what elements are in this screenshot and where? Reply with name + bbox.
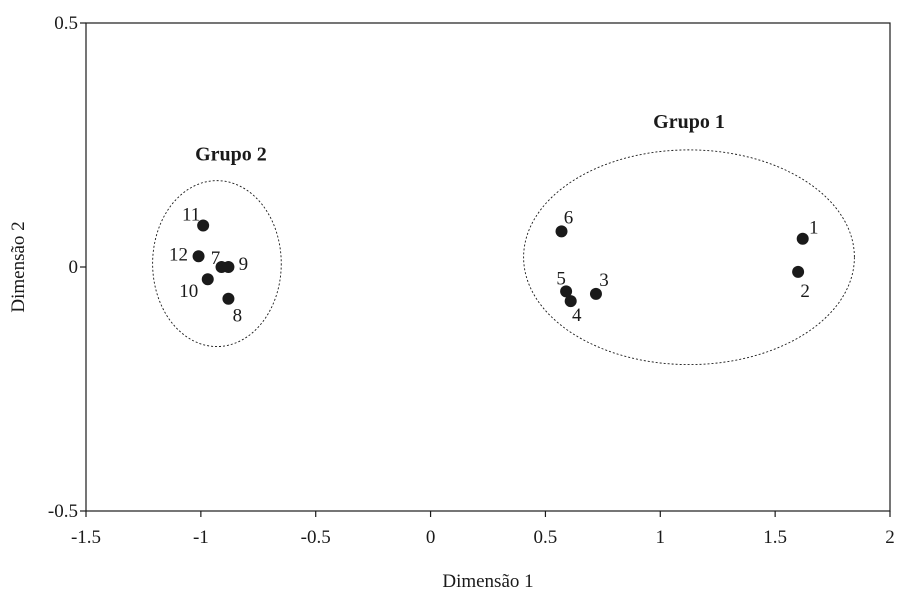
point-label: 5 xyxy=(556,268,566,289)
point-label: 4 xyxy=(572,305,582,326)
plot-frame xyxy=(86,23,890,511)
y-tick-label: 0.5 xyxy=(54,13,78,34)
data-point-8 xyxy=(222,293,234,305)
data-point-9 xyxy=(222,261,234,273)
x-axis-title: Dimensão 1 xyxy=(442,571,533,592)
group-label: Grupo 2 xyxy=(195,144,267,166)
point-label: 11 xyxy=(182,205,200,226)
ticks-layer: -1.5 -1 -0.5 0 0.5 1 1.5 2 0.5 0 -0.5 xyxy=(48,13,895,548)
point-label: 10 xyxy=(179,281,198,302)
group-label: Grupo 1 xyxy=(653,111,725,133)
x-tick-label: 0.5 xyxy=(534,527,558,548)
point-label: 3 xyxy=(599,270,609,291)
y-tick-label: 0 xyxy=(69,257,79,278)
y-tick-label: -0.5 xyxy=(48,501,78,522)
x-tick-label: 2 xyxy=(885,527,895,548)
group-ellipse xyxy=(524,150,855,365)
data-point-1 xyxy=(797,233,809,245)
x-tick-label: -1.5 xyxy=(71,527,101,548)
x-tick-label: -1 xyxy=(193,527,209,548)
point-label: 7 xyxy=(211,248,221,269)
point-label: 8 xyxy=(233,306,243,327)
data-point-10 xyxy=(202,273,214,285)
x-tick-label: 1 xyxy=(656,527,666,548)
data-point-2 xyxy=(792,266,804,278)
point-label: 12 xyxy=(169,244,188,265)
point-label: 9 xyxy=(239,254,249,275)
x-tick-label: 0 xyxy=(426,527,436,548)
x-tick-label: -0.5 xyxy=(301,527,331,548)
y-axis-title: Dimensão 2 xyxy=(8,221,29,312)
point-label: 2 xyxy=(800,281,810,302)
groups-layer: Grupo 1 Grupo 2 xyxy=(153,111,855,365)
point-label: 6 xyxy=(564,207,574,228)
x-tick-label: 1.5 xyxy=(763,527,787,548)
data-point-12 xyxy=(193,250,205,262)
point-label: 1 xyxy=(809,218,819,239)
